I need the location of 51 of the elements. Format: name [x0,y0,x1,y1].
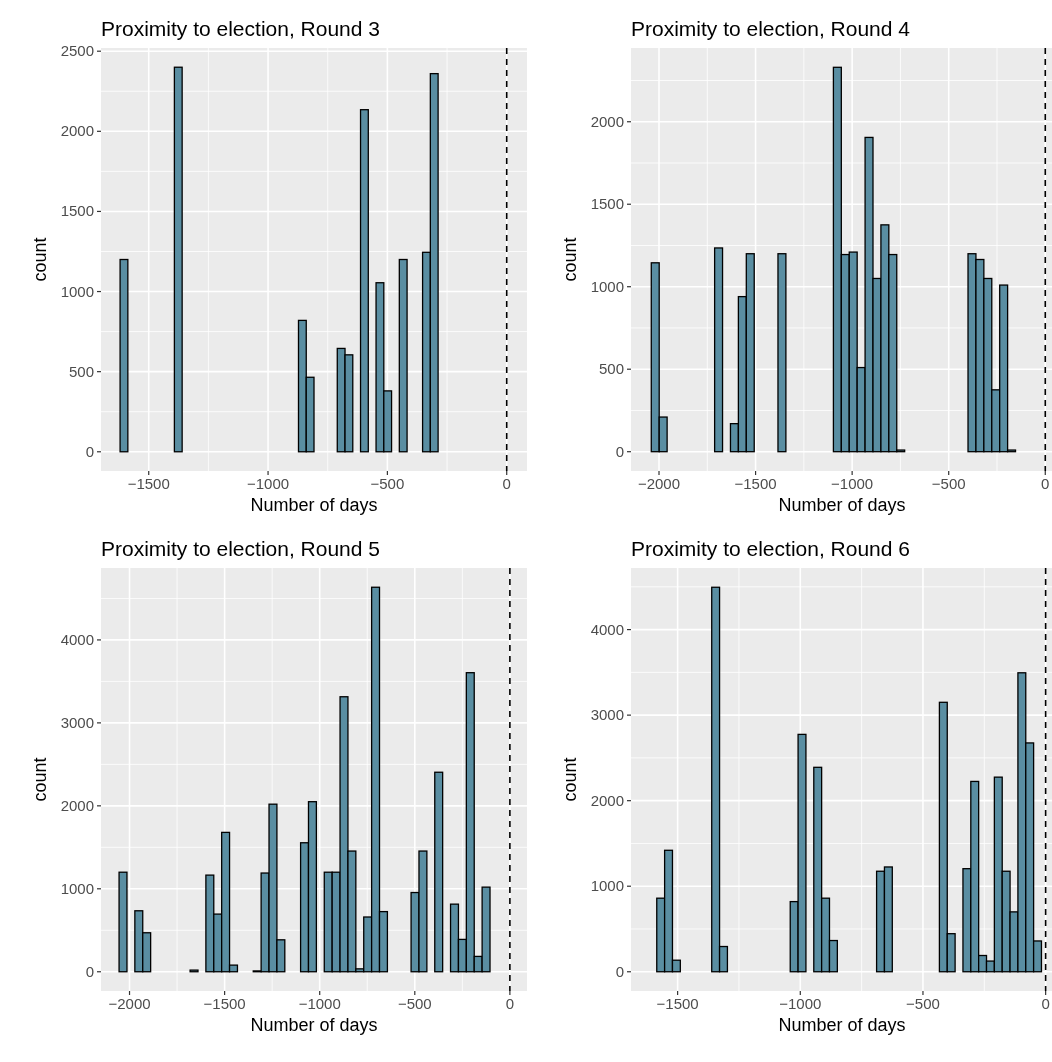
x-tick-label: −1500 [127,475,170,492]
x-tick-label: −1500 [734,475,777,492]
x-tick-label: 0 [505,995,515,1012]
y-tick-label: 2000 [590,112,624,130]
y-tick-label: 1500 [590,195,624,213]
x-tick-label: −1000 [779,995,822,1012]
y-axis-title: count [560,757,580,802]
y-tick-label: 0 [615,442,624,460]
y-tick-label: 4000 [590,620,624,638]
x-axis-title: Number of days [250,1015,378,1035]
chart-title: Proximity to election, Round 5 [101,537,380,560]
x-tick-label: −1000 [298,995,341,1012]
y-tick-label: 0 [85,442,94,460]
x-tick-label: −2000 [108,995,151,1012]
x-tick-label: −500 [370,475,405,492]
y-tick-label: 2000 [60,122,94,140]
y-axis-title: count [30,237,50,282]
y-tick-label: 1000 [590,277,624,295]
y-tick-label: 500 [598,360,624,378]
y-axis-title: count [30,757,50,802]
x-tick-label: 0 [1041,475,1050,492]
x-tick-label: −500 [397,995,432,1012]
chart-title: Proximity to election, Round 4 [631,17,911,40]
y-tick-label: 500 [68,362,94,380]
x-tick-label: −1500 [203,995,246,1012]
y-tick-label: 2500 [60,42,94,60]
x-tick-label: −500 [931,475,966,492]
y-tick-label: 2000 [60,796,94,814]
x-tick-label: −1500 [656,995,699,1012]
x-tick-label: −1000 [831,475,874,492]
x-axis-title: Number of days [778,1015,906,1035]
chart-title: Proximity to election, Round 6 [631,537,910,560]
y-axis-title: count [560,237,580,282]
y-tick-label: 1500 [60,202,94,220]
x-tick-label: 0 [1041,995,1050,1012]
x-tick-label: 0 [502,475,511,492]
x-tick-label: −2000 [637,475,681,492]
x-tick-label: −1000 [246,475,290,492]
chart-title: Proximity to election, Round 3 [101,17,380,40]
y-tick-label: 1000 [590,877,624,895]
y-tick-label: 2000 [590,791,624,809]
x-tick-label: −500 [906,995,940,1012]
y-tick-label: 0 [615,962,624,980]
y-tick-label: 3000 [60,713,94,731]
y-tick-label: 3000 [590,706,624,724]
y-tick-label: 1000 [60,282,94,300]
y-tick-label: 1000 [60,879,94,897]
y-tick-label: 0 [85,962,94,980]
x-axis-title: Number of days [250,495,378,515]
y-tick-label: 4000 [60,630,94,648]
x-axis-title: Number of days [778,495,906,515]
